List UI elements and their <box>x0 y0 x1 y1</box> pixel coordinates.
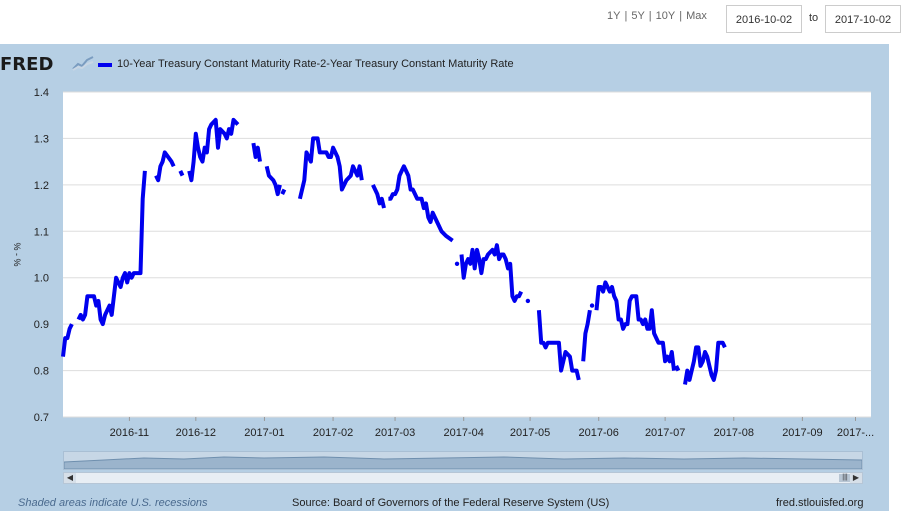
end-date-input[interactable]: 2017-10-02 <box>825 5 901 33</box>
y-axis-label: % - % <box>12 242 22 266</box>
navigator-overview[interactable] <box>63 451 863 470</box>
site-link[interactable]: fred.stlouisfed.org <box>776 497 864 509</box>
series-segment <box>264 165 282 197</box>
fred-logo-graph-icon <box>72 56 94 71</box>
y-tick-label: 1.4 <box>34 87 49 99</box>
series-segment <box>683 340 727 385</box>
series-segment <box>371 184 386 209</box>
x-tick-label: 2017-03 <box>375 427 415 439</box>
scroll-left-icon[interactable]: ◀ <box>64 473 76 483</box>
series-segment <box>187 117 240 183</box>
x-axis: 2016-11 2016-12 2017-01 2017-02 2017-03 2017-… <box>110 417 874 439</box>
series-segment <box>61 323 74 357</box>
plot-area <box>63 92 871 417</box>
y-tick-label: 1.2 <box>34 180 49 192</box>
x-tick-label: 2017-05 <box>510 427 550 439</box>
scroll-thumb[interactable]: ||| <box>839 474 851 482</box>
source-note: Source: Board of Governors of the Federa… <box>292 497 610 509</box>
separator: | <box>679 10 683 22</box>
y-tick-label: 0.7 <box>34 412 49 424</box>
recession-note: Shaded areas indicate U.S. recessions <box>18 497 208 509</box>
x-tick-label: 2017-01 <box>244 427 284 439</box>
series-segment <box>178 170 185 177</box>
range-selector: 1Y | 5Y | 10Y | Max <box>607 10 707 22</box>
series-segment <box>280 188 287 195</box>
range-button-1y[interactable]: 1Y <box>607 10 621 22</box>
navigator-series <box>64 456 862 469</box>
series-segment <box>581 309 592 362</box>
x-tick-label: 2017-07 <box>645 427 685 439</box>
line-chart: 0.70.80.91.01.11.21.31.4 2016-11 2016-12 2… <box>12 87 874 439</box>
x-tick-label: 2017-06 <box>579 427 619 439</box>
series-segment <box>251 142 262 162</box>
x-tick-label: 2016-12 <box>176 427 216 439</box>
y-tick-label: 1.0 <box>34 273 49 285</box>
y-tick-label: 0.9 <box>34 319 49 331</box>
x-tick-label: 2017-04 <box>443 427 483 439</box>
series-segment <box>76 170 147 327</box>
y-tick-label: 0.8 <box>34 366 49 378</box>
y-tick-label: 1.1 <box>34 226 49 238</box>
series-line <box>61 117 727 385</box>
x-tick-label: 2017-... <box>837 427 874 439</box>
series-point <box>454 261 460 266</box>
x-tick-label: 2017-02 <box>313 427 353 439</box>
grid <box>63 91 871 418</box>
top-bar: 1Y | 5Y | 10Y | Max 2016-10-02 to 2017-10-02 <box>0 0 904 44</box>
separator: | <box>648 10 652 22</box>
series-segment <box>459 243 524 303</box>
start-date-input[interactable]: 2016-10-02 <box>726 5 802 33</box>
range-button-max[interactable]: Max <box>686 10 707 22</box>
series-segment <box>154 150 176 183</box>
series-segment <box>297 136 364 200</box>
date-to-label: to <box>809 12 819 24</box>
x-tick-label: 2016-11 <box>110 427 150 439</box>
legend-label: 10-Year Treasury Constant Maturity Rate-… <box>117 58 514 70</box>
scroll-right-icon[interactable]: ▶ <box>850 473 862 483</box>
navigator-scrollbar[interactable]: ◀ ||| ▶ <box>63 472 863 484</box>
range-button-10y[interactable]: 10Y <box>655 10 676 22</box>
series-segment <box>674 365 681 372</box>
x-tick-label: 2017-08 <box>714 427 754 439</box>
series-segment <box>536 310 581 381</box>
y-axis: 0.7 0.8 0.9 1.0 1.1 1.2 1.3 1.4 <box>34 87 49 424</box>
legend-swatch <box>98 63 112 67</box>
separator: | <box>624 10 628 22</box>
series-point <box>589 303 595 308</box>
series-segment <box>388 164 454 243</box>
fred-logo: FRED <box>0 54 54 75</box>
series-point <box>525 298 531 304</box>
y-tick-label: 1.3 <box>34 133 49 145</box>
x-tick-label: 2017-09 <box>782 427 822 439</box>
range-button-5y[interactable]: 5Y <box>631 10 645 22</box>
series-segment <box>594 280 676 371</box>
